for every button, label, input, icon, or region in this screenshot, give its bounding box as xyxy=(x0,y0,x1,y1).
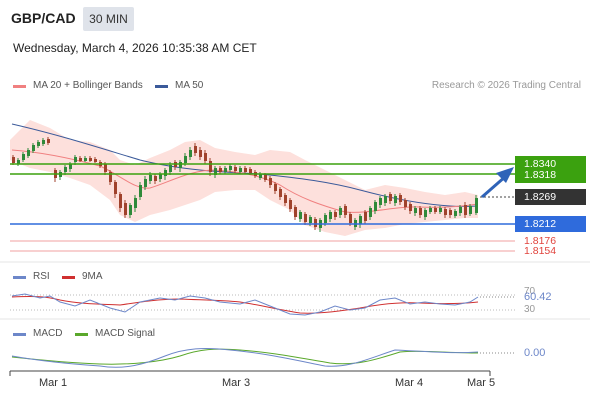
ma50-legend-label: MA 50 xyxy=(175,80,204,91)
legend-rsi-ma: 9MA xyxy=(62,271,112,285)
research-credit: Research © 2026 Trading Central xyxy=(431,80,581,91)
macd-swatch xyxy=(13,333,26,336)
rsi-ma-legend-label: 9MA xyxy=(82,271,103,282)
macd-line xyxy=(11,347,479,368)
rsi-line xyxy=(11,293,479,316)
rsi-current-value: 60.42 xyxy=(524,291,552,303)
rsi-swatch xyxy=(13,276,26,279)
current-price-label: 1.8269 xyxy=(515,189,586,205)
legend-macd-signal: MACD Signal xyxy=(75,328,175,342)
rsi-ma-line xyxy=(11,295,479,314)
rsi-legend-label: RSI xyxy=(33,271,50,282)
macd-legend-label: MACD xyxy=(33,328,63,339)
rsi-lower-value: 30 xyxy=(524,304,536,315)
support-label-3: 1.8154 xyxy=(524,245,557,257)
ma20-legend-label: MA 20 + Bollinger Bands xyxy=(33,80,143,91)
support-label-2: 1.8176 xyxy=(524,235,557,247)
ma50-line xyxy=(11,123,479,207)
legend-ma20: MA 20 + Bollinger Bands xyxy=(13,80,163,94)
candlesticks xyxy=(12,137,478,232)
resistance-label-2: 1.8318 xyxy=(515,167,586,183)
x-axis-label: Mar 1 xyxy=(39,377,68,389)
bollinger-band xyxy=(10,120,478,236)
ma50-swatch xyxy=(155,85,168,88)
support-label-1: 1.8212 xyxy=(515,216,586,232)
rsi-upper-value: 70 xyxy=(524,286,536,297)
rsi-ma-swatch xyxy=(62,276,75,279)
timeframe-selector[interactable]: 30 MIN xyxy=(83,7,134,31)
chart-header: GBP/CAD 30 MIN Wednesday, March 4, 2026 … xyxy=(0,0,590,70)
x-axis-label: Mar 3 xyxy=(222,377,251,389)
macd-signal-swatch xyxy=(75,333,88,336)
forecast-arrow xyxy=(481,174,507,199)
forecast-arrow-head xyxy=(496,167,514,183)
legend-macd: MACD xyxy=(13,328,73,342)
macd-signal-legend-label: MACD Signal xyxy=(95,328,156,339)
legend-ma50: MA 50 xyxy=(155,80,225,94)
timestamp: Wednesday, March 4, 2026 10:35:38 AM CET xyxy=(13,41,257,55)
macd-signal-line xyxy=(11,348,479,365)
macd-current-value: 0.00 xyxy=(524,347,546,359)
x-axis-label: Mar 4 xyxy=(395,377,424,389)
legend-rsi: RSI xyxy=(13,271,53,285)
x-axis-label: Mar 5 xyxy=(467,377,496,389)
currency-pair-title: GBP/CAD xyxy=(11,10,76,26)
ma20-swatch xyxy=(13,85,26,88)
